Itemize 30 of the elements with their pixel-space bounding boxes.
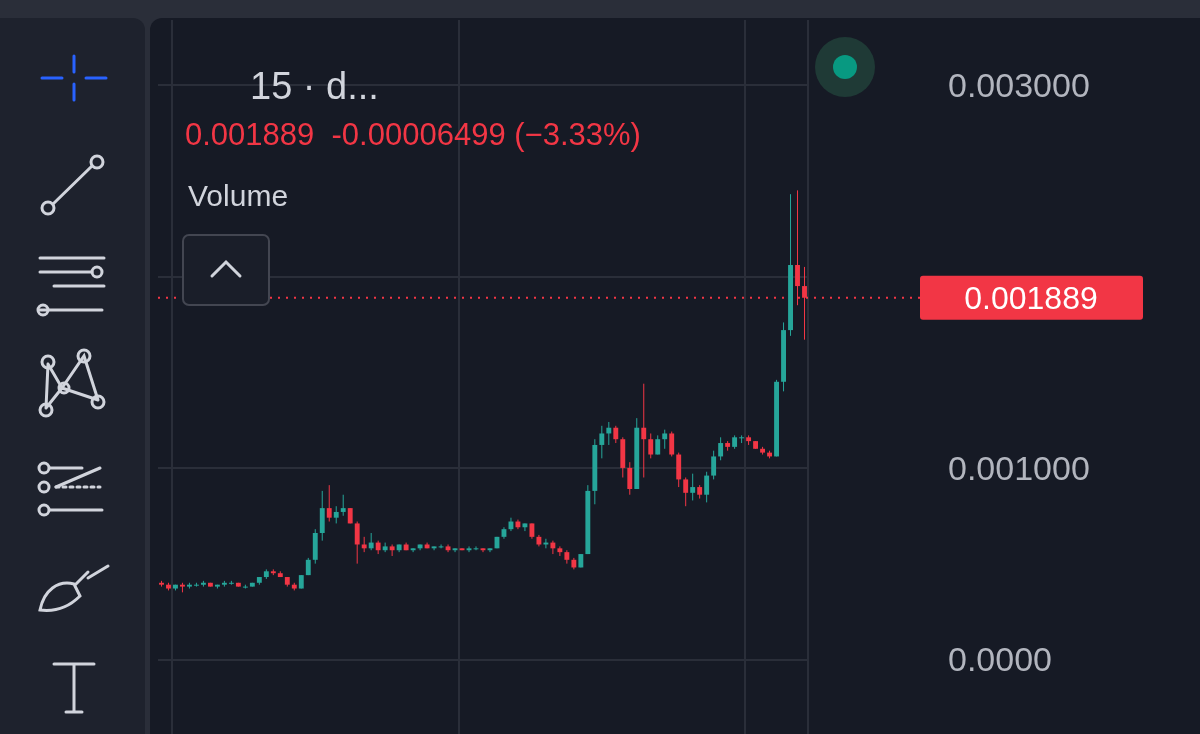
y-tick-label: 0.001000 — [948, 448, 1090, 487]
annotation: Volume — [188, 178, 289, 212]
candlestick — [557, 545, 563, 557]
candlestick — [340, 494, 346, 517]
candlestick — [326, 484, 332, 523]
candlestick — [655, 434, 661, 456]
candlestick — [648, 432, 654, 459]
candlestick — [522, 522, 528, 532]
candlestick — [683, 477, 689, 507]
y-tick-label: 0.0000 — [948, 640, 1052, 679]
candlestick — [389, 543, 395, 557]
candlestick — [662, 429, 668, 450]
candlestick — [354, 521, 360, 565]
candlestick — [711, 450, 717, 480]
candlestick — [641, 383, 647, 478]
candlestick — [431, 545, 437, 551]
candlestick — [718, 436, 724, 461]
candlestick — [599, 425, 605, 459]
ref-line-label: 0.001889 — [964, 279, 1098, 316]
candlestick — [438, 543, 444, 549]
candlestick — [704, 471, 710, 503]
candlestick — [669, 431, 675, 457]
candlestick — [690, 473, 696, 501]
candlestick — [410, 547, 416, 553]
text: 0.001889 -0.00006499 (−3.33%) — [185, 117, 641, 152]
candlestick — [564, 549, 570, 565]
y-tick-label: 0.003000 — [948, 66, 1090, 105]
candlestick — [627, 461, 633, 496]
text: 15 · d... — [250, 65, 379, 107]
candlestick — [445, 543, 451, 553]
